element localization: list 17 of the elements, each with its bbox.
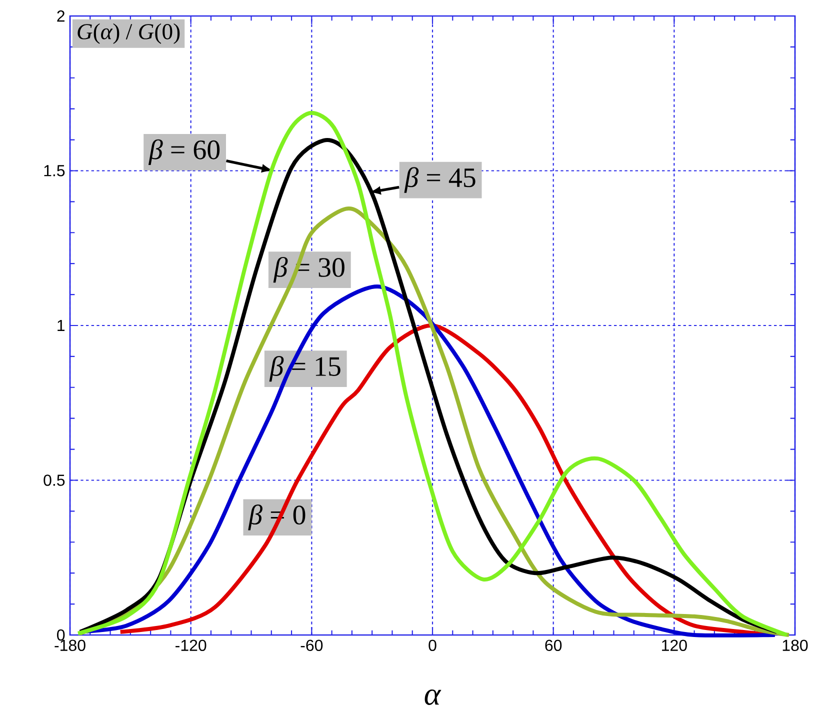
y-tick-label: 0 — [57, 629, 65, 641]
legend-label: β = 45 — [404, 167, 476, 193]
line-series — [78, 206, 791, 637]
y-tick-label: 1 — [58, 320, 65, 331]
y-tick-label: 0.5 — [44, 474, 65, 486]
x-tick-label: -120 — [176, 640, 206, 652]
x-tick-label: 120 — [662, 640, 687, 652]
x-tick-label: 180 — [782, 640, 808, 652]
y-tick-label: 1.5 — [44, 165, 65, 176]
y-tick-label: 2 — [57, 10, 64, 22]
x-tick-label: 0 — [428, 640, 436, 652]
x-axis-title: α — [424, 690, 442, 705]
x-tick-label: 60 — [545, 640, 562, 652]
series-label: β = 60 — [148, 139, 220, 166]
x-tick-label: -60 — [300, 640, 323, 652]
y-axis-title: G(α) / G(0) — [78, 23, 180, 44]
x-tick-label: -180 — [54, 640, 86, 652]
